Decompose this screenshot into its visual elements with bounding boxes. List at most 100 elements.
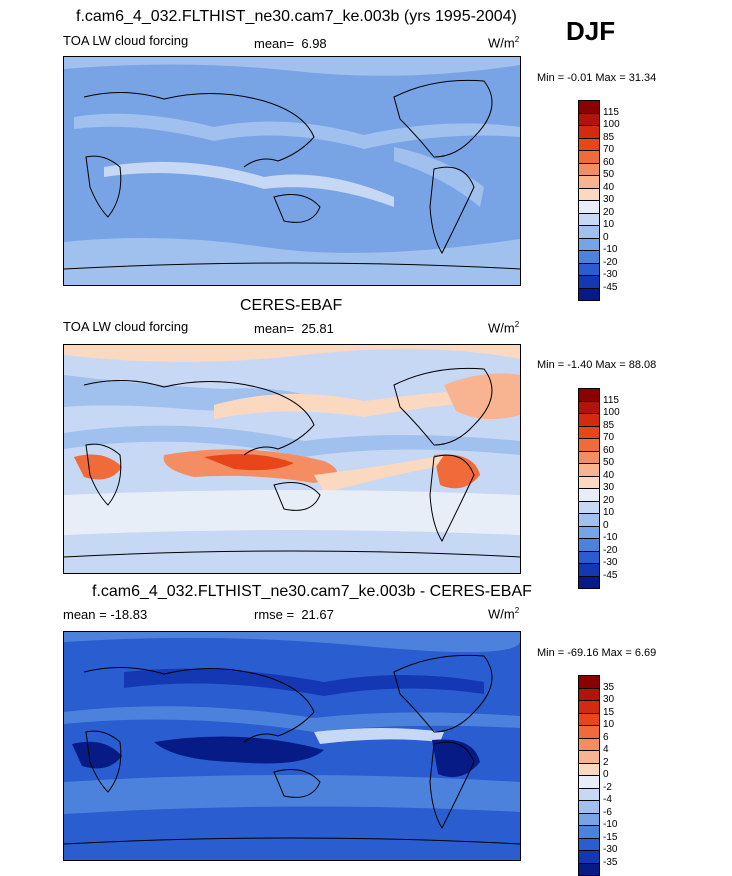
panel1-colorbar-tick: 60 xyxy=(603,158,614,168)
panel1-map-svg xyxy=(64,57,520,285)
panel2-colorbar-swatch xyxy=(578,476,600,489)
panel2-colorbar-swatch xyxy=(578,413,600,426)
panel1-colorbar-swatch xyxy=(578,250,600,263)
panel2-title: CERES-EBAF xyxy=(240,297,342,315)
panel1-colorbar-swatch xyxy=(578,238,600,251)
panel1-colorbar-swatch xyxy=(578,200,600,213)
panel2-units-sup: 2 xyxy=(515,320,519,329)
season-label: DJF xyxy=(566,16,615,47)
panel3-colorbar-swatch xyxy=(578,825,600,838)
panel3-colorbar xyxy=(578,675,600,876)
panel3-title: f.cam6_4_032.FLTHIST_ne30.cam7_ke.003b -… xyxy=(92,583,532,601)
panel2-colorbar-tick: 50 xyxy=(603,458,614,468)
panel1-colorbar-swatch xyxy=(578,188,600,201)
panel2-colorbar-tick: -30 xyxy=(603,558,617,568)
panel1-units-sup: 2 xyxy=(515,35,519,44)
panel3-colorbar-tick: 6 xyxy=(603,733,609,743)
panel2-stat-label: mean= xyxy=(254,321,294,336)
panel1-title: f.cam6_4_032.FLTHIST_ne30.cam7_ke.003b (… xyxy=(76,8,517,26)
panel2-colorbar-swatch xyxy=(578,526,600,539)
panel1-colorbar-swatch xyxy=(578,150,600,163)
panel2-colorbar-tick: 100 xyxy=(603,408,620,418)
panel3-colorbar-swatch xyxy=(578,813,600,826)
panel1-stat-label: mean= xyxy=(254,36,294,51)
panel3-colorbar-swatch xyxy=(578,850,600,863)
panel2-field-south xyxy=(64,490,520,535)
panel3-colorbar-swatch xyxy=(578,738,600,751)
panel1-colorbar-swatch xyxy=(578,263,600,276)
panel3-colorbar-tick: 35 xyxy=(603,683,614,693)
panel1-stat: mean= 6.98 xyxy=(254,36,327,51)
panel2-colorbar-tick: 20 xyxy=(603,496,614,506)
panel3-colorbar-swatch xyxy=(578,700,600,713)
panel3-colorbar-tick: 30 xyxy=(603,695,614,705)
panel1-colorbar-swatch xyxy=(578,125,600,138)
panel1-colorbar-tick: 10 xyxy=(603,220,614,230)
panel1-units-text: W/m xyxy=(488,35,515,50)
panel1-colorbar-tick: 20 xyxy=(603,208,614,218)
panel3-stat-label: rmse = xyxy=(254,607,294,622)
panel2-units-text: W/m xyxy=(488,320,515,335)
panel2-colorbar-swatch xyxy=(578,563,600,576)
panel2-colorbar-swatch xyxy=(578,438,600,451)
panel1-colorbar-swatch xyxy=(578,175,600,188)
panel1-colorbar-tick: 0 xyxy=(603,233,609,243)
panel3-colorbar-tick: 10 xyxy=(603,720,614,730)
panel1-colorbar-tick: -45 xyxy=(603,283,617,293)
panel1-colorbar-tick: 30 xyxy=(603,195,614,205)
panel3-colorbar-tick: -4 xyxy=(603,795,612,805)
panel2-colorbar-swatch xyxy=(578,388,600,401)
panel3-colorbar-swatch xyxy=(578,713,600,726)
panel1-minmax: Min = -0.01 Max = 31.34 xyxy=(537,72,656,84)
panel1-colorbar-swatch xyxy=(578,213,600,226)
panel1-map xyxy=(63,56,521,286)
panel1-colorbar-tick: 85 xyxy=(603,133,614,143)
panel1-colorbar-swatch xyxy=(578,138,600,151)
panel3-colorbar-tick: 4 xyxy=(603,745,609,755)
panel3-colorbar-tick: 15 xyxy=(603,708,614,718)
panel2-colorbar-tick: 40 xyxy=(603,471,614,481)
panel1-colorbar-swatch xyxy=(578,163,600,176)
panel1-colorbar-swatch xyxy=(578,288,600,302)
panel1-colorbar-tick: 40 xyxy=(603,183,614,193)
panel3-colorbar-swatch xyxy=(578,763,600,776)
panel1-units: W/m2 xyxy=(488,35,519,50)
panel3-colorbar-swatch xyxy=(578,725,600,738)
panel1-colorbar-swatch xyxy=(578,275,600,288)
panel3-colorbar-tick: 2 xyxy=(603,758,609,768)
panel2-colorbar-tick: 30 xyxy=(603,483,614,493)
panel2-colorbar-swatch xyxy=(578,513,600,526)
panel2-colorbar-swatch xyxy=(578,401,600,414)
panel2-left-label: TOA LW cloud forcing xyxy=(63,319,188,334)
panel2-colorbar-swatch xyxy=(578,488,600,501)
panel3-map xyxy=(63,631,521,861)
panel1-colorbar-swatch xyxy=(578,100,600,113)
panel2-colorbar-tick: 60 xyxy=(603,446,614,456)
panel2-stat: mean= 25.81 xyxy=(254,321,334,336)
panel3-colorbar-tick: -2 xyxy=(603,783,612,793)
panel3-colorbar-tick: -15 xyxy=(603,833,617,843)
panel1-colorbar-swatch xyxy=(578,113,600,126)
panel2-stat-value: 25.81 xyxy=(301,321,334,336)
panel1-colorbar-tick: -30 xyxy=(603,270,617,280)
panel2-colorbar xyxy=(578,388,600,589)
panel2-colorbar-tick: -20 xyxy=(603,546,617,556)
panel2-colorbar-swatch xyxy=(578,463,600,476)
panel3-colorbar-swatch xyxy=(578,788,600,801)
panel2-units: W/m2 xyxy=(488,320,519,335)
panel2-colorbar-swatch xyxy=(578,451,600,464)
panel1-colorbar xyxy=(578,100,600,301)
panel3-colorbar-swatch xyxy=(578,838,600,851)
panel1-colorbar-tick: 70 xyxy=(603,145,614,155)
panel2-colorbar-swatch xyxy=(578,501,600,514)
panel2-colorbar-tick: 115 xyxy=(603,396,619,406)
panel3-colorbar-swatch xyxy=(578,775,600,788)
panel3-colorbar-swatch xyxy=(578,675,600,688)
panel3-colorbar-swatch xyxy=(578,750,600,763)
panel1-colorbar-swatch xyxy=(578,225,600,238)
panel1-colorbar-tick: 115 xyxy=(603,108,619,118)
panel2-colorbar-swatch xyxy=(578,576,600,590)
panel3-colorbar-tick: -6 xyxy=(603,808,612,818)
panel3-colorbar-swatch xyxy=(578,800,600,813)
panel1-left-label: TOA LW cloud forcing xyxy=(63,33,188,48)
